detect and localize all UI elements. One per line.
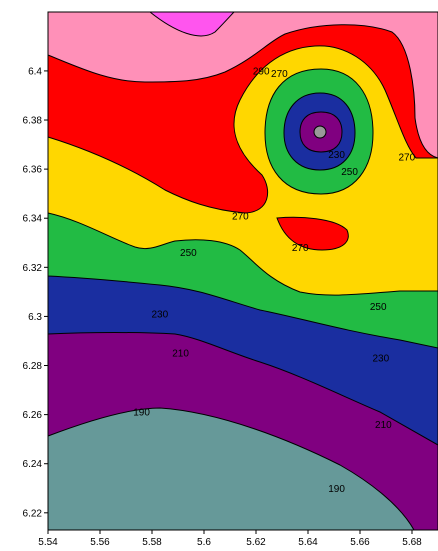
contour-label: 210 xyxy=(375,420,392,431)
y-tick-label: 6.3 xyxy=(28,312,42,323)
axes: 5.54 5.56 5.58 5.6 5.62 5.64 5.66 5.68 6.22 6.24 6… xyxy=(23,66,423,548)
x-tick-label: 5.6 xyxy=(197,537,211,548)
region-above-290 xyxy=(47,11,438,159)
x-tick-label: 5.68 xyxy=(402,537,422,548)
y-tick-label: 6.26 xyxy=(23,410,43,421)
contour-label: 270 xyxy=(398,152,415,163)
x-tick-label: 5.62 xyxy=(246,537,266,548)
y-tick-label: 6.38 xyxy=(23,116,43,127)
contour-label: 210 xyxy=(172,349,189,360)
contour-label: 250 xyxy=(180,248,197,259)
contour-label: 270 xyxy=(232,211,249,222)
contour-label: 190 xyxy=(328,484,345,495)
ring-small-red xyxy=(276,216,349,251)
contour-label: 270 xyxy=(271,69,288,80)
y-tick-label: 6.4 xyxy=(28,66,42,77)
y-tick-label: 6.32 xyxy=(23,263,43,274)
contour-label: 290 xyxy=(253,66,270,77)
contour-label: 250 xyxy=(341,167,358,178)
ring-center xyxy=(313,125,327,139)
plot-frame xyxy=(47,11,438,531)
x-tick-label: 5.66 xyxy=(350,537,370,548)
x-tick-label: 5.56 xyxy=(90,537,110,548)
contour-label: 190 xyxy=(133,408,150,419)
y-tick-label: 6.22 xyxy=(23,508,43,519)
y-tick-label: 6.28 xyxy=(23,361,43,372)
x-tick-label: 5.54 xyxy=(38,537,58,548)
region-top-magenta xyxy=(148,11,236,37)
y-tick-label: 6.36 xyxy=(23,165,43,176)
x-tick-label: 5.58 xyxy=(142,537,162,548)
contour-label: 230 xyxy=(151,309,168,320)
contour-label: 270 xyxy=(292,243,309,254)
contour-label: 230 xyxy=(372,354,389,365)
y-tick-label: 6.34 xyxy=(23,214,43,225)
y-tick-label: 6.24 xyxy=(23,459,43,470)
contour-label: 230 xyxy=(328,150,345,161)
x-tick-label: 5.64 xyxy=(298,537,318,548)
contour-label: 250 xyxy=(370,302,387,313)
contour-labels: 290 2702302502702702702502502302302102101… xyxy=(133,66,415,494)
